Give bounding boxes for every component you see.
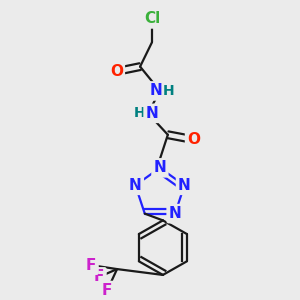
- Text: N: N: [169, 206, 182, 221]
- Text: N: N: [154, 160, 166, 175]
- Text: O: O: [110, 64, 123, 79]
- Text: F: F: [94, 269, 104, 284]
- Text: H: H: [163, 84, 175, 98]
- Text: N: N: [150, 83, 162, 98]
- Text: H: H: [133, 106, 145, 120]
- Text: N: N: [178, 178, 191, 193]
- Text: N: N: [146, 106, 158, 121]
- Text: F: F: [86, 258, 97, 273]
- Text: N: N: [129, 178, 142, 193]
- Text: O: O: [187, 132, 200, 147]
- Text: F: F: [102, 283, 112, 298]
- Text: Cl: Cl: [144, 11, 160, 26]
